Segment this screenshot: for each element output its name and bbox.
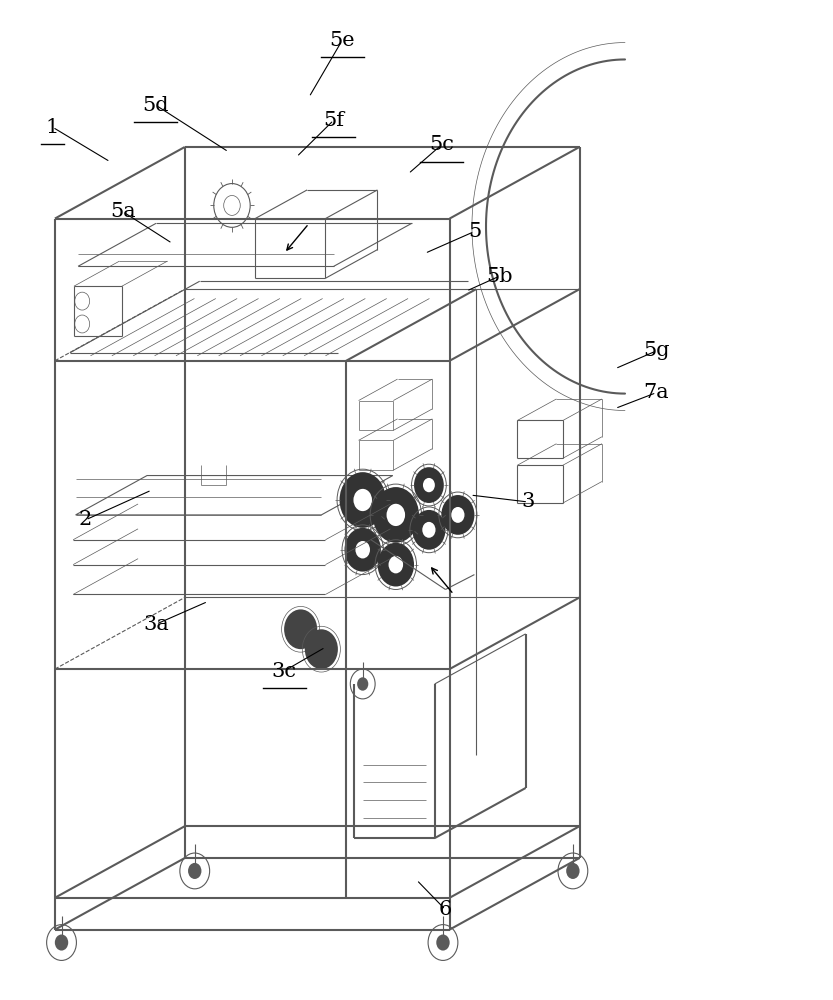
Text: 6: 6 — [439, 900, 452, 919]
Text: 5: 5 — [468, 222, 481, 241]
Text: 5d: 5d — [142, 96, 169, 115]
Text: 2: 2 — [79, 510, 92, 529]
Circle shape — [451, 507, 465, 523]
Circle shape — [188, 863, 202, 879]
Text: 3: 3 — [521, 492, 535, 511]
Text: 1: 1 — [46, 118, 59, 137]
Text: 5g: 5g — [643, 341, 670, 360]
Circle shape — [284, 609, 317, 649]
Circle shape — [422, 522, 436, 538]
Circle shape — [414, 467, 444, 503]
Text: 3c: 3c — [272, 662, 297, 681]
Circle shape — [357, 677, 368, 691]
Text: 5a: 5a — [110, 202, 136, 221]
Circle shape — [340, 472, 386, 528]
Circle shape — [566, 863, 580, 879]
Circle shape — [345, 528, 381, 572]
Text: 5f: 5f — [323, 111, 344, 130]
Text: 5b: 5b — [486, 267, 512, 286]
Circle shape — [388, 556, 403, 573]
Circle shape — [353, 489, 372, 511]
Circle shape — [412, 510, 446, 550]
Circle shape — [387, 504, 405, 526]
Circle shape — [55, 934, 68, 951]
Text: 3a: 3a — [143, 615, 169, 634]
Circle shape — [356, 541, 370, 558]
Circle shape — [377, 543, 414, 587]
Circle shape — [441, 495, 475, 535]
Text: 5e: 5e — [329, 31, 355, 50]
Text: 5c: 5c — [429, 135, 454, 154]
Text: 7a: 7a — [644, 383, 669, 402]
Circle shape — [305, 629, 338, 669]
Circle shape — [423, 478, 435, 492]
Circle shape — [372, 487, 419, 543]
Circle shape — [436, 934, 450, 951]
